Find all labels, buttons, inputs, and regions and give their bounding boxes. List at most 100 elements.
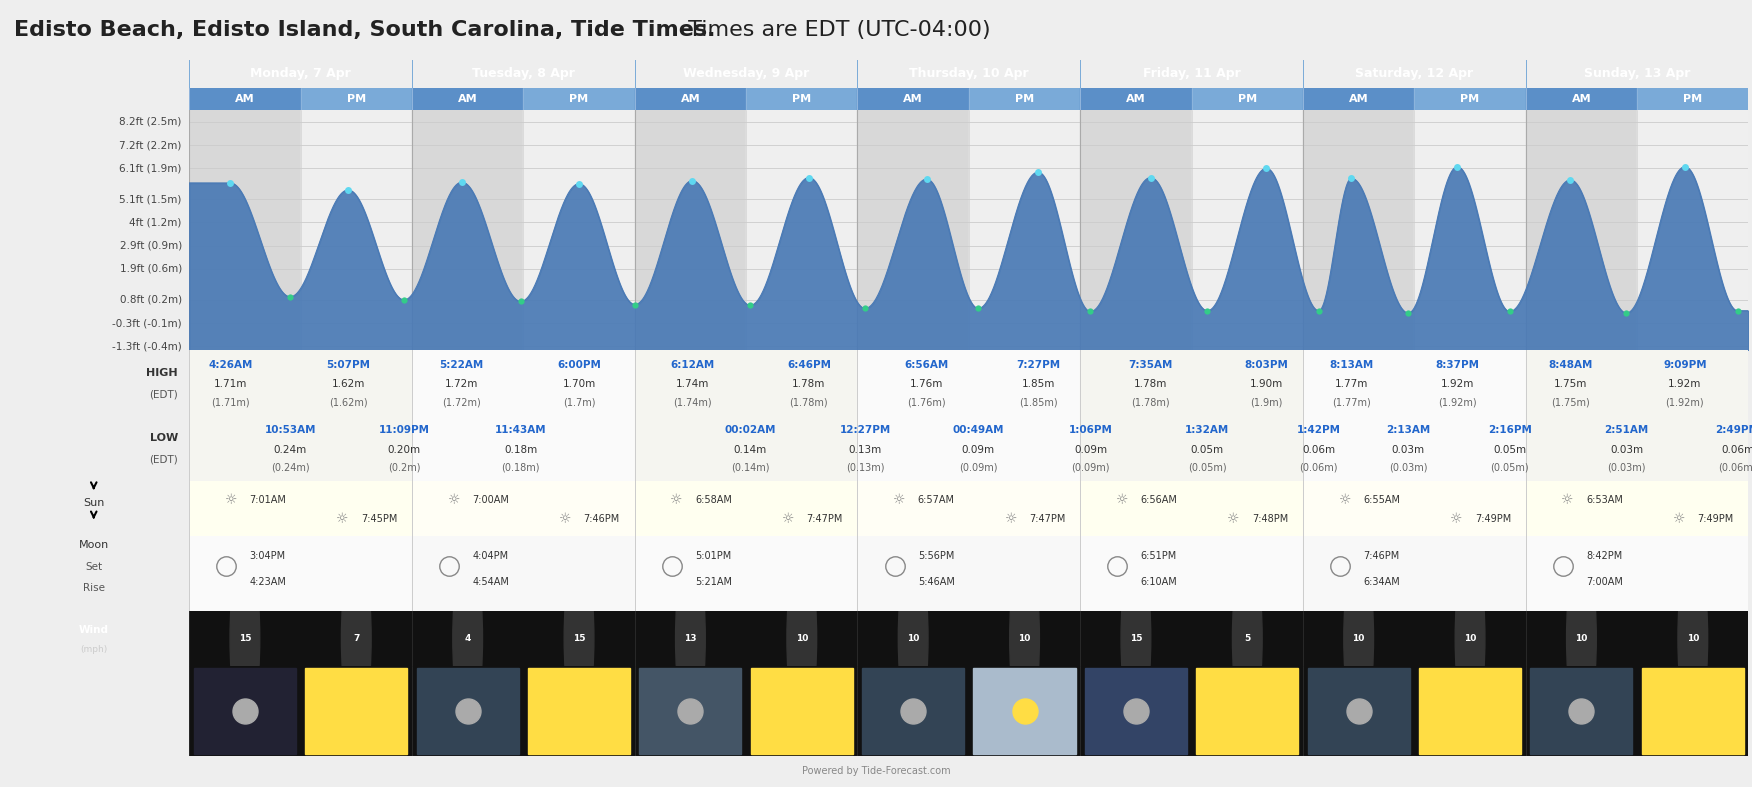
Bar: [634, 416, 857, 481]
Text: 6:34AM: 6:34AM: [1363, 578, 1400, 587]
Text: Rise: Rise: [82, 583, 105, 593]
Bar: [1526, 666, 1748, 756]
Bar: [1414, 110, 1526, 350]
Text: 1.76m: 1.76m: [909, 379, 943, 390]
Circle shape: [899, 550, 929, 726]
Text: 1.71m: 1.71m: [214, 379, 247, 390]
Text: PM: PM: [1014, 94, 1034, 104]
Text: 10: 10: [908, 634, 920, 643]
Text: 1.77m: 1.77m: [1335, 379, 1368, 390]
Bar: [1303, 666, 1526, 756]
Bar: [1197, 667, 1298, 754]
Text: 1:42PM: 1:42PM: [1296, 425, 1340, 435]
Circle shape: [1009, 550, 1039, 726]
Bar: [1303, 481, 1526, 536]
Text: AM: AM: [904, 94, 923, 104]
Bar: [857, 110, 969, 350]
Text: 13: 13: [685, 634, 697, 643]
Text: 5:22AM: 5:22AM: [440, 360, 484, 370]
Text: 7:00AM: 7:00AM: [473, 495, 510, 505]
Bar: [189, 416, 412, 481]
Text: ☼: ☼: [1673, 512, 1685, 527]
Circle shape: [230, 550, 259, 726]
Bar: [412, 88, 524, 110]
Text: (1.77m): (1.77m): [1332, 397, 1370, 408]
Bar: [857, 350, 1081, 416]
Text: 1.62m: 1.62m: [331, 379, 364, 390]
Bar: [969, 110, 1081, 350]
Circle shape: [1344, 550, 1374, 726]
Text: (0.05m): (0.05m): [1491, 463, 1529, 473]
Bar: [862, 667, 964, 754]
Text: ☼: ☼: [447, 493, 461, 507]
Text: 6:12AM: 6:12AM: [671, 360, 715, 370]
Bar: [857, 481, 1081, 536]
Text: Thursday, 10 Apr: Thursday, 10 Apr: [909, 68, 1028, 80]
Bar: [301, 88, 412, 110]
Bar: [1419, 667, 1521, 754]
Bar: [524, 88, 634, 110]
Text: 0.09m: 0.09m: [962, 445, 995, 455]
Text: 7:35AM: 7:35AM: [1128, 360, 1172, 370]
Text: 6:56AM: 6:56AM: [1141, 495, 1177, 505]
Bar: [1531, 667, 1633, 754]
Text: (0.06m): (0.06m): [1719, 463, 1752, 473]
Bar: [746, 110, 857, 350]
Text: 0.8ft (0.2m): 0.8ft (0.2m): [119, 295, 182, 305]
Text: (1.75m): (1.75m): [1551, 397, 1589, 408]
Text: 5:07PM: 5:07PM: [326, 360, 370, 370]
Text: AM: AM: [235, 94, 254, 104]
Text: 0.20m: 0.20m: [387, 445, 420, 455]
Bar: [527, 667, 631, 754]
Text: 10: 10: [1018, 634, 1030, 643]
Bar: [1303, 88, 1414, 110]
Text: (0.03m): (0.03m): [1389, 463, 1428, 473]
Text: 6:56AM: 6:56AM: [904, 360, 950, 370]
Text: 1.70m: 1.70m: [562, 379, 596, 390]
Bar: [1307, 667, 1410, 754]
Text: 1.74m: 1.74m: [676, 379, 710, 390]
Bar: [524, 110, 634, 350]
Text: ☼: ☼: [1561, 493, 1573, 507]
Text: 1.75m: 1.75m: [1554, 379, 1587, 390]
Text: 5:21AM: 5:21AM: [696, 578, 732, 587]
Circle shape: [787, 550, 816, 726]
Text: 7:46PM: 7:46PM: [583, 515, 620, 524]
Text: 2.9ft (0.9m): 2.9ft (0.9m): [119, 241, 182, 251]
Text: PM: PM: [792, 94, 811, 104]
Text: 2:13AM: 2:13AM: [1386, 425, 1430, 435]
Circle shape: [1566, 550, 1596, 726]
Circle shape: [1121, 550, 1151, 726]
Bar: [189, 666, 412, 756]
Text: 5.1ft (1.5m): 5.1ft (1.5m): [119, 194, 182, 204]
Text: (1.72m): (1.72m): [443, 397, 482, 408]
Text: 6:46PM: 6:46PM: [787, 360, 830, 370]
Bar: [1081, 481, 1303, 536]
Text: 1.78m: 1.78m: [1134, 379, 1167, 390]
Bar: [1526, 611, 1748, 666]
Bar: [1636, 88, 1748, 110]
Text: 7: 7: [354, 634, 359, 643]
Bar: [1642, 667, 1743, 754]
Text: (0.09m): (0.09m): [1070, 463, 1109, 473]
Bar: [974, 667, 1076, 754]
Text: PM: PM: [1237, 94, 1256, 104]
Text: 7:49PM: 7:49PM: [1475, 515, 1510, 524]
Text: 1.9ft (0.6m): 1.9ft (0.6m): [119, 264, 182, 274]
Bar: [1303, 611, 1526, 666]
Text: PM: PM: [1461, 94, 1480, 104]
Text: 6:53AM: 6:53AM: [1586, 495, 1622, 505]
Bar: [412, 350, 634, 416]
Text: 4:23AM: 4:23AM: [249, 578, 286, 587]
Bar: [634, 666, 857, 756]
Text: 7.2ft (2.2m): 7.2ft (2.2m): [119, 140, 182, 150]
Text: PM: PM: [569, 94, 589, 104]
Bar: [189, 350, 412, 416]
Bar: [752, 667, 853, 754]
Text: 5:56PM: 5:56PM: [918, 551, 955, 561]
Text: 10: 10: [1575, 634, 1587, 643]
Text: 5:01PM: 5:01PM: [696, 551, 731, 561]
Text: 4:26AM: 4:26AM: [208, 360, 252, 370]
Bar: [1636, 110, 1748, 350]
Text: 0.14m: 0.14m: [734, 445, 767, 455]
